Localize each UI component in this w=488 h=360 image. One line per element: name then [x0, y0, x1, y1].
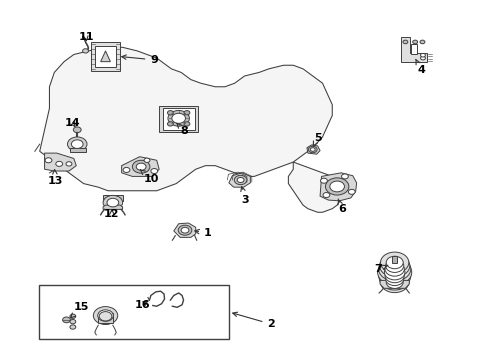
Circle shape — [341, 174, 347, 179]
Circle shape — [167, 122, 173, 126]
Circle shape — [386, 276, 402, 288]
Text: 14: 14 — [65, 118, 81, 128]
Circle shape — [132, 160, 150, 173]
Circle shape — [402, 40, 407, 44]
Circle shape — [377, 260, 411, 285]
Polygon shape — [44, 153, 76, 171]
Circle shape — [103, 195, 122, 210]
Circle shape — [73, 127, 81, 133]
Polygon shape — [103, 205, 122, 210]
Circle shape — [384, 262, 404, 276]
Text: 6: 6 — [337, 199, 345, 215]
Polygon shape — [306, 145, 320, 154]
Circle shape — [183, 111, 189, 115]
Polygon shape — [40, 47, 331, 191]
Circle shape — [67, 137, 87, 151]
Bar — [410, 44, 416, 54]
Circle shape — [183, 122, 189, 126]
Circle shape — [56, 161, 62, 166]
Circle shape — [99, 312, 112, 321]
Circle shape — [237, 177, 244, 183]
Circle shape — [167, 111, 189, 126]
Circle shape — [419, 40, 424, 44]
Text: 1: 1 — [194, 228, 211, 238]
Text: 2: 2 — [232, 312, 275, 329]
Circle shape — [386, 256, 402, 269]
Circle shape — [70, 325, 76, 329]
Circle shape — [178, 225, 191, 235]
Text: 16: 16 — [134, 300, 150, 310]
Bar — [91, 42, 120, 71]
Circle shape — [420, 53, 425, 57]
Circle shape — [45, 158, 52, 163]
Bar — [159, 105, 198, 132]
Circle shape — [171, 113, 185, 123]
Text: 4: 4 — [415, 59, 424, 75]
Circle shape — [167, 111, 173, 115]
Circle shape — [323, 193, 329, 198]
Circle shape — [320, 178, 327, 183]
Text: 13: 13 — [47, 170, 63, 186]
Circle shape — [310, 148, 315, 151]
Text: 15: 15 — [71, 302, 89, 318]
Polygon shape — [101, 51, 110, 62]
Circle shape — [93, 307, 118, 324]
Circle shape — [181, 227, 188, 233]
Circle shape — [380, 272, 408, 293]
Text: 11: 11 — [78, 32, 94, 42]
Circle shape — [234, 175, 246, 185]
Bar — [98, 313, 113, 323]
Circle shape — [384, 265, 404, 280]
Text: 3: 3 — [240, 187, 249, 205]
Circle shape — [385, 272, 403, 285]
Circle shape — [308, 146, 317, 153]
Circle shape — [66, 162, 72, 166]
Polygon shape — [70, 148, 86, 152]
Circle shape — [82, 49, 88, 53]
Circle shape — [379, 268, 409, 290]
Circle shape — [70, 319, 76, 324]
Text: 7: 7 — [374, 264, 387, 274]
Circle shape — [347, 189, 354, 194]
Circle shape — [70, 314, 76, 319]
Polygon shape — [379, 280, 408, 288]
Bar — [39, 285, 228, 338]
Bar — [391, 256, 396, 263]
Circle shape — [123, 167, 130, 172]
Circle shape — [107, 198, 119, 207]
Circle shape — [385, 259, 403, 273]
Circle shape — [136, 163, 146, 170]
Circle shape — [325, 178, 348, 195]
Text: 10: 10 — [140, 170, 159, 184]
Circle shape — [98, 310, 113, 321]
Circle shape — [412, 40, 417, 44]
Text: 5: 5 — [313, 133, 321, 146]
Text: 8: 8 — [177, 123, 187, 136]
Circle shape — [151, 168, 158, 174]
Circle shape — [378, 257, 410, 281]
Circle shape — [62, 317, 70, 323]
Circle shape — [71, 140, 83, 148]
Bar — [103, 195, 122, 201]
Polygon shape — [173, 223, 195, 237]
Polygon shape — [228, 173, 250, 187]
Circle shape — [329, 181, 344, 192]
Circle shape — [380, 252, 408, 273]
Text: 9: 9 — [122, 55, 158, 65]
Circle shape — [378, 264, 410, 288]
Circle shape — [144, 158, 150, 162]
Polygon shape — [400, 37, 427, 62]
Bar — [163, 108, 194, 130]
Circle shape — [379, 255, 409, 277]
Polygon shape — [320, 173, 356, 201]
Circle shape — [420, 56, 425, 60]
Polygon shape — [122, 157, 159, 176]
Polygon shape — [288, 162, 341, 212]
Bar — [95, 45, 116, 67]
Circle shape — [384, 269, 404, 283]
Text: 12: 12 — [104, 209, 120, 219]
